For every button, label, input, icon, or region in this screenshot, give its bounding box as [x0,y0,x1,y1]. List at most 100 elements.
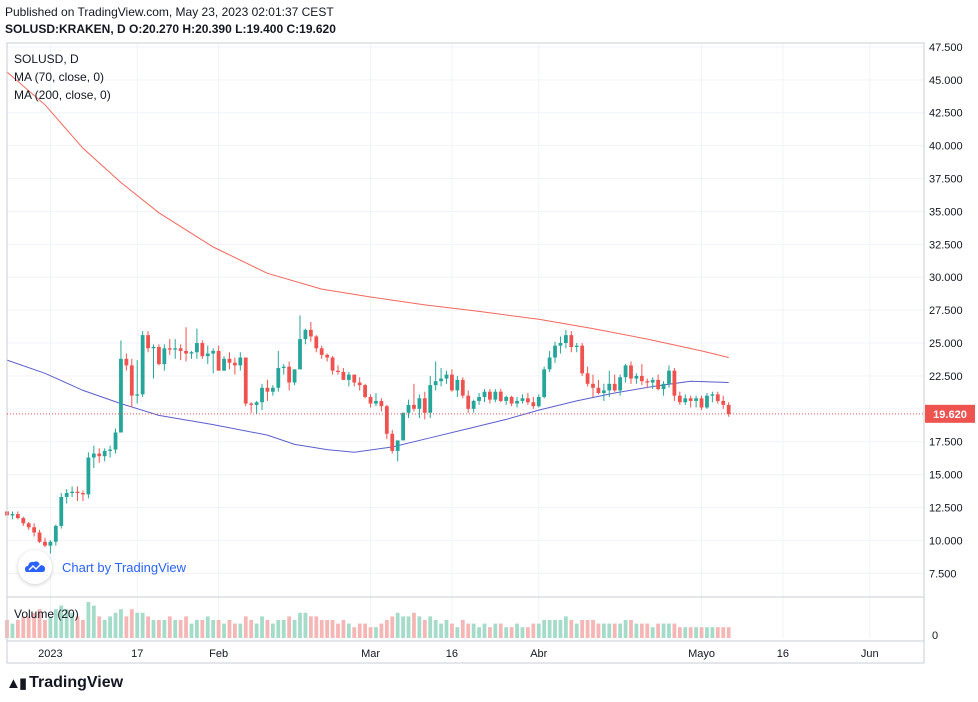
volume-bar [178,620,183,638]
candle-body [195,343,199,353]
high-value: 20.390 [195,22,232,36]
volume-bar [498,623,503,638]
volume-bar [450,623,454,638]
volume-bar [319,620,324,638]
watermark[interactable]: Chart by TradingView [18,550,186,584]
candle [10,511,15,520]
volume-bar [75,616,80,638]
volume-bar [281,620,286,638]
time-tick-label: Mar [361,648,380,660]
volume-bar [265,620,270,638]
price-tick-label: 12.500 [929,503,963,515]
candle [515,396,519,408]
candle [526,393,530,405]
volume-bar [59,605,64,638]
candle [645,378,650,388]
candle [32,523,37,537]
candle [542,366,547,399]
volume-bar [401,616,405,638]
candle-body [298,339,302,370]
volume-bar [276,620,281,638]
candle-body [536,396,541,407]
time-axis[interactable]: 2023 17 Feb Mar 16 Abr Mayo 16 Jun [38,648,878,660]
volume-bar [542,620,547,638]
volume-bar [53,609,58,638]
volume-bar [520,627,525,638]
candle [140,331,145,397]
candle [460,377,465,399]
volume-bar [15,620,20,638]
brand-logo[interactable]: ▲▮ TradingView [6,674,123,692]
close-label: C: [286,22,300,36]
ohlc-line: SOLUSD:KRAKEN, D O:20.270 H:20.390 L:19.… [5,22,336,36]
volume-bar [91,605,96,638]
candle-body [227,358,232,363]
volume-bar [357,623,362,638]
candle-body [450,374,454,391]
candle-body [97,453,102,457]
volume-bar [314,616,319,638]
volume-bar [395,612,400,638]
candle [135,360,140,404]
symbol-label: SOLUSD:KRAKEN, D [5,22,126,36]
candle [108,445,112,458]
watermark-text: Chart by TradingView [62,559,187,575]
price-tick-label: 42.500 [929,108,963,120]
volume-bar [200,620,205,638]
volume-bar [32,612,37,638]
candle [151,344,156,379]
candle [341,368,346,380]
candle [119,340,123,433]
candle [157,344,161,366]
candle-body [336,370,340,372]
candle-body [162,348,167,365]
candle-body [260,387,264,403]
legend-ma70: MA (70, close, 0) [14,70,104,84]
candle [569,331,574,353]
candle-body [574,345,579,347]
volume-bar [553,620,557,638]
volume-bar [710,627,715,638]
candle [455,375,460,397]
time-tick-label: Abr [530,648,547,660]
candle-body [346,374,351,380]
candle [374,393,378,407]
candle-body [249,403,254,405]
candle [520,394,525,404]
last-price-box [925,404,975,423]
candle-body [10,514,15,516]
volume-bar [379,623,384,638]
volume-bar [232,623,237,638]
open-value: 20.270 [142,22,180,36]
candle-body [238,357,243,366]
candle-body [129,365,134,396]
candle-body [119,358,123,433]
tv-logo-icon: ▲▮ [6,675,27,692]
candle-body [91,453,96,458]
candle [363,383,368,399]
candle-body [444,374,449,379]
candle [444,370,449,384]
price-axis[interactable]: 7.50010.00012.50015.00017.50020.00022.50… [925,42,975,642]
candle [70,486,75,497]
candle [677,391,682,405]
brand-name: TradingView [29,674,124,691]
volume-bar [629,620,633,638]
candle [238,352,243,371]
candle-body [406,404,411,413]
volume-bar [37,609,42,638]
candle-body [688,398,693,401]
candle [167,339,172,355]
volume-bar [580,620,585,638]
candle-body [232,362,237,366]
chart-frame [6,42,925,664]
candle [661,381,666,396]
candle-body [390,433,395,451]
candle [498,389,503,403]
ma200-series [6,71,729,358]
plot-border [6,42,925,664]
candle-body [108,449,112,451]
candle [129,358,134,408]
candle [195,328,199,359]
